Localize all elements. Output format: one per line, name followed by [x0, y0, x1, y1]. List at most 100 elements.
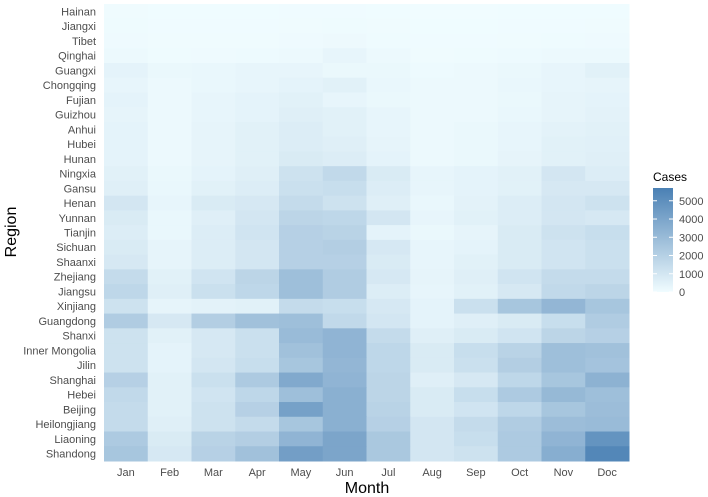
heatmap-cell: [147, 4, 192, 20]
heatmap-cell: [366, 225, 411, 241]
heatmap-cell: [235, 313, 280, 329]
heatmap-cell: [104, 446, 149, 462]
heatmap-cell: [322, 151, 367, 167]
heatmap-cell: [366, 107, 411, 123]
heatmap-cell: [191, 18, 236, 34]
heatmap-cell: [235, 92, 280, 108]
heatmap-cell: [279, 4, 324, 20]
heatmap-cell: [541, 107, 586, 123]
heatmap-cell: [497, 180, 542, 197]
heatmap-cell: [585, 18, 630, 34]
heatmap-cell: [497, 77, 542, 93]
y-axis-title: Region: [3, 207, 20, 258]
heatmap-cell: [235, 402, 280, 418]
heatmap-cell: [322, 372, 367, 388]
heatmap-cell: [454, 107, 499, 123]
heatmap-cell: [541, 62, 586, 79]
heatmap-cell: [191, 239, 236, 256]
y-tick-label: Shaanxi: [56, 257, 96, 269]
heatmap-cell: [366, 416, 411, 433]
heatmap-cell: [279, 121, 324, 138]
heatmap-cell: [322, 4, 367, 20]
heatmap-cell: [104, 121, 149, 138]
x-tick-label: Apr: [249, 467, 266, 479]
heatmap-cell: [541, 446, 586, 462]
heatmap-cell: [235, 107, 280, 123]
heatmap-cell: [410, 62, 455, 79]
heatmap-cell: [410, 107, 455, 123]
heatmap-cell: [322, 402, 367, 418]
heatmap-cell: [279, 195, 324, 211]
legend-title: Cases: [653, 170, 687, 184]
heatmap-cell: [366, 284, 411, 300]
heatmap-cell: [541, 431, 586, 447]
heatmap-cell: [585, 62, 630, 79]
heatmap-cell: [454, 446, 499, 462]
heatmap-cell: [366, 166, 411, 182]
legend-colorbar: [653, 188, 673, 292]
heatmap-cell: [279, 239, 324, 256]
heatmap-cell: [147, 402, 192, 418]
heatmap-cell: [497, 343, 542, 359]
heatmap-cell: [366, 121, 411, 138]
heatmap-cell: [104, 180, 149, 197]
heatmap-cell: [147, 107, 192, 123]
heatmap-cell: [497, 269, 542, 285]
heatmap-cell: [147, 446, 192, 462]
x-axis-title: Month: [345, 480, 389, 497]
heatmap-cell: [454, 239, 499, 256]
heatmap-cell: [322, 416, 367, 433]
heatmap-cell: [497, 402, 542, 418]
heatmap-cell: [147, 180, 192, 197]
heatmap-cell: [147, 313, 192, 329]
heatmap-cell: [191, 328, 236, 344]
heatmap-cell: [279, 151, 324, 167]
heatmap-cell: [147, 33, 192, 49]
x-tick-label: Jul: [381, 467, 395, 479]
heatmap-cell: [191, 298, 236, 315]
legend-tick-label: 2000: [679, 251, 703, 263]
heatmap-cell: [104, 328, 149, 344]
heatmap-cell: [497, 313, 542, 329]
heatmap-cell: [322, 387, 367, 403]
heatmap-cell: [410, 18, 455, 34]
heatmap-cell: [541, 387, 586, 403]
y-tick-label: Gansu: [64, 183, 96, 195]
heatmap-cell: [279, 48, 324, 64]
heatmap-cell: [410, 33, 455, 49]
heatmap-cell: [585, 343, 630, 359]
heatmap-cell: [410, 269, 455, 285]
heatmap-cell: [366, 387, 411, 403]
heatmap-cell: [366, 431, 411, 447]
heatmap-cell: [147, 166, 192, 182]
y-tick-label: Hunan: [64, 154, 96, 166]
y-tick-label: Yunnan: [59, 213, 96, 225]
x-tick-label: Doc: [597, 467, 617, 479]
heatmap-cell: [585, 431, 630, 447]
heatmap-cell: [322, 18, 367, 34]
heatmap-cell: [497, 357, 542, 374]
heatmap-cell: [454, 136, 499, 152]
heatmap-cell: [104, 269, 149, 285]
heatmap-cell: [322, 195, 367, 211]
heatmap-cell: [235, 357, 280, 374]
heatmap-cell: [279, 357, 324, 374]
x-tick-label: Jun: [336, 467, 354, 479]
heatmap-cell: [191, 151, 236, 167]
heatmap-cell: [147, 136, 192, 152]
x-tick-label: Oct: [511, 467, 528, 479]
heatmap-cell: [497, 446, 542, 462]
heatmap-cell: [191, 210, 236, 226]
heatmap-cell: [585, 195, 630, 211]
heatmap-cell: [410, 357, 455, 374]
heatmap-cell: [322, 343, 367, 359]
y-tick-label: Anhui: [68, 124, 96, 136]
y-tick-label: Hubei: [67, 139, 96, 151]
heatmap-cell: [279, 180, 324, 197]
heatmap-cell: [279, 298, 324, 315]
heatmap-cell: [497, 18, 542, 34]
y-tick-label: Beijing: [63, 404, 96, 416]
heatmap-cell: [585, 446, 630, 462]
heatmap-cell: [454, 151, 499, 167]
heatmap-cell: [497, 62, 542, 79]
